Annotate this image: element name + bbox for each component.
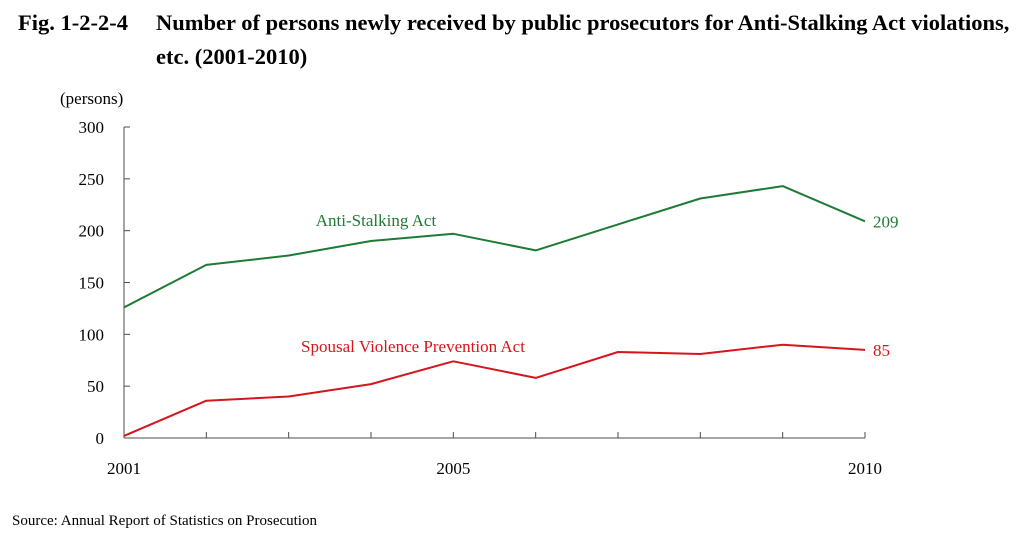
y-axis-label: (persons) xyxy=(60,89,123,108)
y-tick-label: 150 xyxy=(79,274,105,293)
source-note: Source: Annual Report of Statistics on P… xyxy=(12,513,317,529)
series-line-anti-stalking xyxy=(123,185,866,309)
chart-axes: (persons) 0 50 100 150 200 250 300 2001 2005 2010 xyxy=(60,89,882,478)
series-line-spousal-violence xyxy=(123,343,866,437)
x-tick-label: 2005 xyxy=(436,459,470,478)
x-tick-label: 2001 xyxy=(107,459,141,478)
chart-labels: Anti-Stalking Act 209 Spousal Violence Pre… xyxy=(301,211,898,360)
y-tick-label: 200 xyxy=(79,222,105,241)
x-tick-label: 2010 xyxy=(848,459,882,478)
series-end-value-label: 85 xyxy=(873,341,890,360)
y-tick-label: 0 xyxy=(96,429,105,448)
y-tick-label: 300 xyxy=(79,118,105,137)
series-end-value-label: 209 xyxy=(873,212,899,231)
series-name-label: Anti-Stalking Act xyxy=(316,211,437,230)
y-tick-label: 250 xyxy=(79,170,105,189)
series-name-label: Spousal Violence Prevention Act xyxy=(301,337,525,356)
figure-number: Fig. 1-2-2-4 xyxy=(18,10,128,35)
y-tick-label: 50 xyxy=(87,377,104,396)
figure-title: Fig. 1-2-2-4 Number of persons newly rec… xyxy=(18,6,1013,74)
y-tick-label: 100 xyxy=(79,325,105,344)
chart-series xyxy=(123,185,866,437)
figure-title-text: Number of persons newly received by publ… xyxy=(156,10,1010,69)
